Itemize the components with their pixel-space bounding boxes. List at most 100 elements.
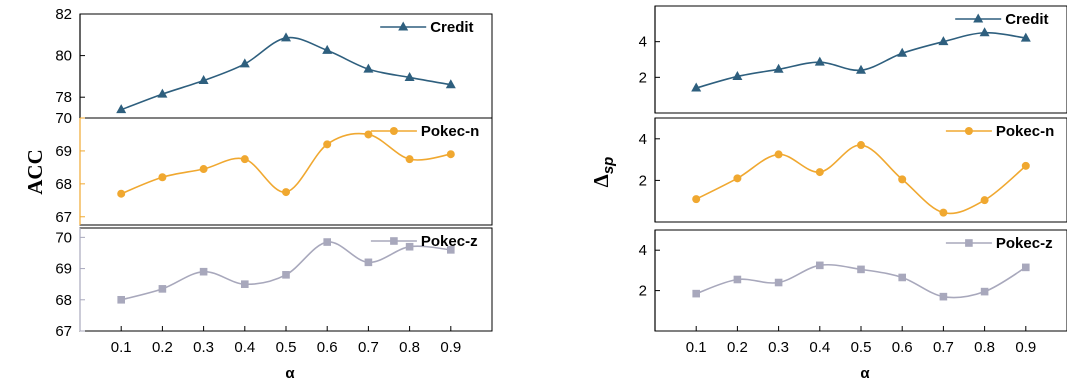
panel-credit: 2 4 Credit: [639, 5, 1067, 114]
panel-pokec-z: 2 4 Pokec-z: [639, 229, 1067, 332]
data-point-credit: [198, 75, 209, 85]
data-point-pokec-z: [939, 292, 948, 301]
x-tick-label: 0.2: [152, 339, 173, 356]
data-point-pokec-z: [117, 295, 125, 304]
data-point-pokec-z: [199, 267, 208, 276]
data-point-pokec-n: [117, 189, 126, 198]
data-point-pokec-n: [898, 175, 907, 184]
data-point-pokec-z: [898, 273, 906, 282]
series-line-pokec-z: [120, 241, 451, 301]
y-tick-label: 70: [55, 110, 72, 127]
legend-pokec-n: Pokec-n: [370, 123, 479, 140]
data-point-pokec-z: [980, 287, 989, 296]
legend-label: Credit: [1005, 11, 1048, 28]
y-tick-label: 2: [639, 172, 647, 189]
data-point-pokec-z: [364, 258, 373, 267]
x-tick-label: 0.6: [317, 339, 338, 356]
data-point-pokec-n: [446, 150, 455, 159]
data-point-pokec-n: [282, 188, 290, 197]
x-tick-label: 0.6: [892, 339, 913, 356]
legend-marker: [389, 127, 398, 135]
y-tick-label: 80: [55, 48, 72, 65]
data-point-pokec-z: [733, 275, 742, 284]
data-point-credit: [1020, 32, 1031, 42]
x-axis-label: α: [860, 365, 870, 382]
series-line-credit: [695, 31, 1026, 89]
panel-credit: 78 80 82 Credit: [55, 6, 493, 119]
legend-pokec-n: Pokec-n: [945, 123, 1054, 140]
data-point-pokec-z: [447, 246, 455, 254]
x-tick-label: 0.1: [111, 339, 132, 356]
x-axis-label: α: [285, 365, 295, 382]
y-tick-label: 69: [55, 261, 72, 278]
data-point-credit: [157, 88, 168, 98]
data-point-pokec-n: [692, 195, 701, 204]
panel-pokec-z: 67 68 69 70 Pokec-z: [55, 227, 493, 340]
data-point-pokec-n: [733, 174, 742, 183]
x-tick-label: 0.3: [193, 339, 214, 356]
series-line-pokec-n: [120, 132, 451, 195]
data-point-pokec-n: [405, 155, 414, 164]
x-tick-label: 0.7: [933, 339, 954, 356]
data-point-credit: [979, 27, 990, 37]
data-point-pokec-z: [1022, 263, 1030, 272]
data-point-pokec-z: [692, 289, 700, 298]
data-point-pokec-n: [240, 155, 249, 164]
data-point-credit: [856, 64, 866, 74]
legend-credit: Credit: [380, 19, 474, 36]
legend-credit: Credit: [955, 11, 1049, 28]
chart-acc: 78 80 82 Credit 67 68 69 70 Pokec-n 67 68 69 70 Pokec…: [23, 6, 493, 382]
data-point-credit: [691, 82, 702, 92]
y-tick-label: 68: [55, 292, 72, 309]
legend-label: Credit: [430, 19, 473, 36]
y-tick-label: 82: [55, 6, 72, 23]
data-point-pokec-n: [364, 130, 373, 139]
data-point-credit: [322, 44, 333, 54]
legend-pokec-z: Pokec-z: [370, 233, 478, 250]
series-line-credit: [120, 36, 451, 111]
data-point-credit: [404, 71, 415, 81]
y-tick-label: 4: [639, 131, 647, 148]
x-tick-label: 0.4: [809, 339, 830, 356]
data-point-credit: [814, 56, 825, 66]
legend-marker: [964, 127, 973, 135]
data-point-pokec-n: [158, 173, 167, 182]
y-tick-label: 69: [55, 143, 72, 160]
data-point-credit: [281, 32, 291, 42]
x-tick-label: 0.5: [851, 339, 872, 356]
data-point-credit: [938, 36, 949, 46]
x-tick-label: 0.8: [974, 339, 995, 356]
series-line-pokec-n: [695, 144, 1027, 215]
x-tick-label: 0.3: [768, 339, 789, 356]
data-point-credit: [363, 63, 374, 73]
data-point-pokec-z: [816, 261, 824, 270]
y-tick-label: 70: [55, 229, 72, 246]
legend-pokec-z: Pokec-z: [945, 235, 1053, 252]
data-point-pokec-z: [158, 285, 167, 293]
legend-marker: [973, 13, 984, 23]
data-point-credit: [445, 79, 456, 89]
y-axis-label: ACC: [23, 149, 47, 195]
data-point-pokec-n: [857, 141, 865, 150]
data-point-pokec-n: [774, 150, 783, 159]
data-point-pokec-n: [939, 208, 948, 217]
data-point-credit: [732, 70, 743, 80]
data-point-pokec-n: [199, 165, 208, 174]
x-tick-label: 0.8: [399, 339, 420, 356]
data-point-pokec-n: [1021, 161, 1030, 170]
x-tick-label: 0.9: [440, 339, 461, 356]
x-tick-label: 0.1: [686, 339, 707, 356]
y-tick-label: 68: [55, 176, 72, 193]
data-point-pokec-n: [815, 168, 824, 177]
legend-marker: [965, 239, 973, 247]
data-point-pokec-z: [857, 265, 865, 274]
data-point-pokec-z: [405, 242, 414, 251]
y-tick-label: 4: [639, 34, 647, 51]
y-tick-label: 67: [55, 323, 72, 340]
data-point-pokec-z: [774, 278, 783, 287]
y-axis-label: Δsp: [589, 157, 617, 188]
chart-dsp: 2 4 Credit 2 4 Pokec-n 2 4 Pokec-z 0.1 0.2 0.3 0.4 0.…: [589, 5, 1067, 382]
legend-label: Pokec-z: [996, 235, 1053, 252]
legend-label: Pokec-n: [421, 123, 479, 140]
